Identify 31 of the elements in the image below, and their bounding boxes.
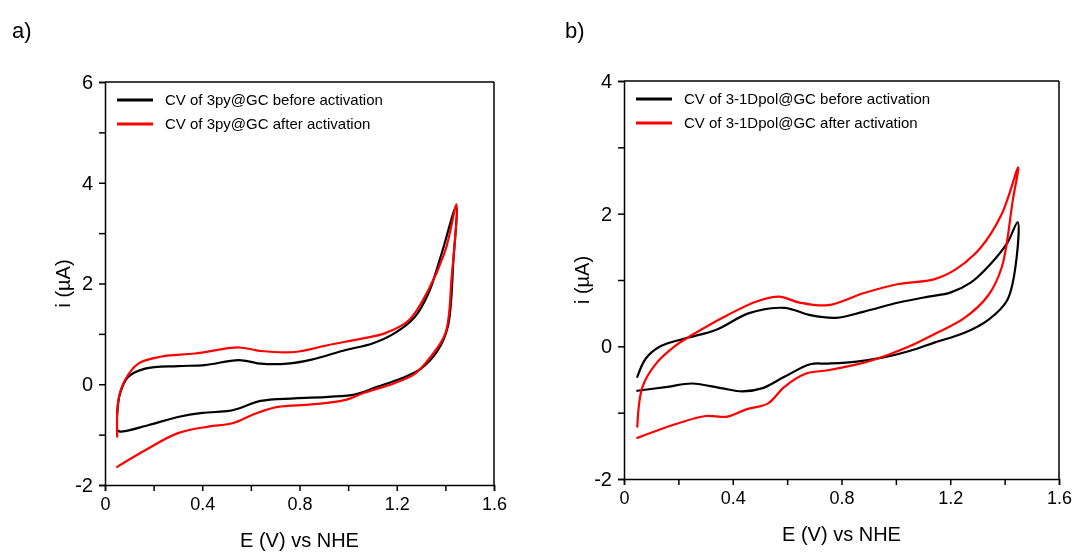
y-tick-label: 6 [81,70,93,93]
line-series [636,166,1020,439]
x-tick-label: 1.6 [481,493,508,514]
legend-label: CV of 3py@GC before activation [165,91,383,108]
x-tick-label: 0.4 [720,487,746,508]
x-tick-label: 0.4 [190,493,216,514]
y-axis-title: i (µA) [52,259,74,308]
y-tick-label: 2 [600,202,612,225]
x-axis-title: E (V) vs NHE [240,529,359,551]
x-tick-label: 0 [100,493,111,514]
y-axis-title: i (µA) [571,255,593,305]
line-series [636,221,1020,393]
y-tick-label: -2 [594,467,612,490]
y-tick-label: 2 [81,272,93,295]
y-tick-label: 4 [81,171,93,194]
y-tick-label: -2 [75,473,93,496]
legend-label: CV of 3-1Dpol@GC before activation [684,90,931,107]
x-tick-label: 0 [619,487,630,508]
x-tick-label: 1.2 [938,487,964,508]
chart-title: b) [565,18,585,43]
legend-label: CV of 3-1Dpol@GC after activation [684,114,918,131]
x-tick-label: 0.8 [287,493,313,514]
y-tick-label: 4 [600,69,612,92]
legend-label: CV of 3py@GC after activation [165,115,371,132]
x-tick-label: 1.6 [1046,487,1073,508]
x-tick-label: 1.2 [384,493,410,514]
y-tick-label: 0 [81,373,93,396]
chart-title: a) [12,18,32,43]
y-tick-label: 0 [600,335,612,358]
x-axis-title: E (V) vs NHE [782,523,901,545]
x-tick-label: 0.8 [829,487,855,508]
